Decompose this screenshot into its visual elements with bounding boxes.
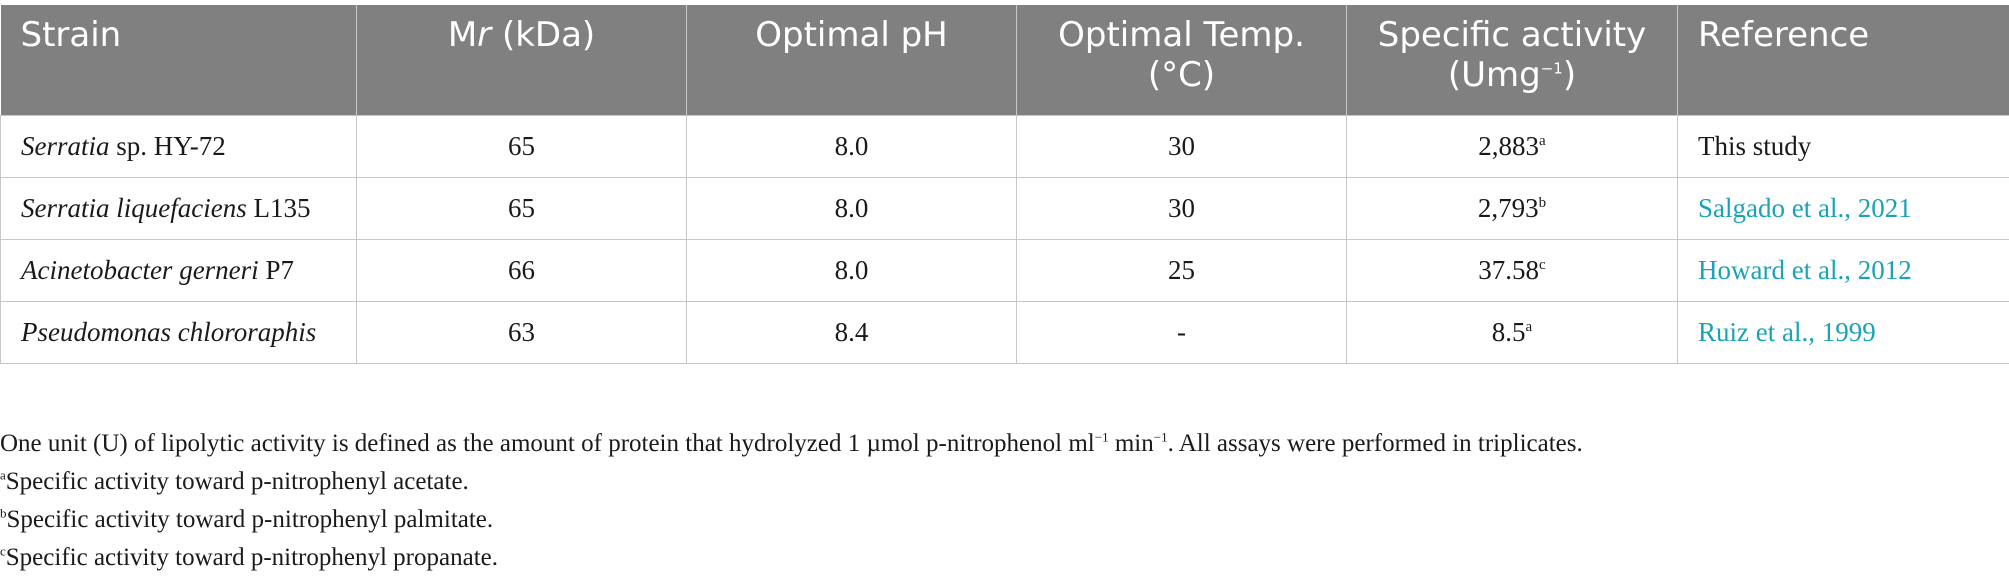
header-activity-line1: Specific activity (1378, 15, 1646, 55)
activity-footnote-mark: b (1539, 195, 1547, 211)
header-temp-line1: Optimal Temp. (1058, 15, 1305, 55)
cell-reference: This study (1678, 115, 2009, 177)
cell-molecular-mass: 66 (357, 239, 687, 301)
table-header-row: Strain Mr (kDa) Optimal pH Optimal Temp.… (1, 5, 2009, 115)
activity-value: 8.5 (1492, 317, 1526, 347)
cell-strain: Serratia sp. HY-72 (1, 115, 357, 177)
cell-optimal-temp: 30 (1017, 177, 1347, 239)
activity-value: 2,793 (1478, 193, 1539, 223)
cell-optimal-ph: 8.4 (687, 301, 1017, 363)
cell-optimal-temp: - (1017, 301, 1347, 363)
reference-link[interactable]: Ruiz et al., 1999 (1698, 317, 1876, 347)
strain-name-italic: Pseudomonas chlororaphis (21, 317, 316, 347)
cell-reference: Salgado et al., 2021 (1678, 177, 2009, 239)
cell-optimal-temp: 25 (1017, 239, 1347, 301)
header-activity-exponent: −1 (1541, 60, 1563, 78)
footnote-b: bSpecific activity toward p-nitrophenyl … (0, 501, 2009, 539)
footnote-c: cSpecific activity toward p-nitrophenyl … (0, 539, 2009, 577)
header-mr-italic: r (477, 15, 491, 55)
header-specific-activity: Specific activity(Umg−1) (1347, 5, 1678, 115)
strain-name-italic: Serratia liquefaciens (21, 193, 247, 223)
unit-definition-note: One unit (U) of lipolytic activity is de… (0, 425, 2009, 463)
header-activity-line2: (Umg (1448, 55, 1541, 95)
header-optimal-ph: Optimal pH (687, 5, 1017, 115)
header-activity-close: ) (1563, 55, 1576, 95)
activity-footnote-mark: a (1539, 133, 1546, 149)
reference-link[interactable]: Howard et al., 2012 (1698, 255, 1912, 285)
table-footnotes: One unit (U) of lipolytic activity is de… (0, 425, 2009, 577)
activity-footnote-mark: a (1526, 319, 1533, 335)
cell-strain: Serratia liquefaciens L135 (1, 177, 357, 239)
unit-note-exponent1: −1 (1095, 430, 1109, 445)
cell-optimal-temp: 30 (1017, 115, 1347, 177)
cell-molecular-mass: 65 (357, 115, 687, 177)
strain-name-rest: P7 (259, 255, 294, 285)
activity-value: 2,883 (1478, 131, 1539, 161)
cell-optimal-ph: 8.0 (687, 115, 1017, 177)
activity-value: 37.58 (1478, 255, 1539, 285)
cell-strain: Pseudomonas chlororaphis (1, 301, 357, 363)
strain-name-italic: Acinetobacter gerneri (21, 255, 259, 285)
cell-molecular-mass: 63 (357, 301, 687, 363)
reference-text: This study (1698, 131, 1811, 161)
unit-note-part2: min (1109, 430, 1154, 457)
cell-molecular-mass: 65 (357, 177, 687, 239)
activity-footnote-mark: c (1539, 257, 1546, 273)
cell-reference: Ruiz et al., 1999 (1678, 301, 2009, 363)
cell-specific-activity: 2,793b (1347, 177, 1678, 239)
header-mr-prefix: M (448, 15, 477, 55)
header-mr-suffix: (kDa) (491, 15, 595, 55)
cell-specific-activity: 2,883a (1347, 115, 1678, 177)
cell-reference: Howard et al., 2012 (1678, 239, 2009, 301)
reference-link[interactable]: Salgado et al., 2021 (1698, 193, 1912, 223)
cell-optimal-ph: 8.0 (687, 239, 1017, 301)
cell-optimal-ph: 8.0 (687, 177, 1017, 239)
strain-name-rest: L135 (247, 193, 311, 223)
footnote-text: Specific activity toward p-nitrophenyl a… (6, 468, 469, 495)
header-optimal-temp: Optimal Temp.(°C) (1017, 5, 1347, 115)
unit-note-part1: One unit (U) of lipolytic activity is de… (0, 430, 1095, 457)
strain-name-italic: Serratia (21, 131, 110, 161)
unit-note-part3: . All assays were performed in triplicat… (1168, 430, 1583, 457)
unit-note-exponent2: −1 (1154, 430, 1168, 445)
footnote-a: aSpecific activity toward p-nitrophenyl … (0, 463, 2009, 501)
lipase-comparison-table: Strain Mr (kDa) Optimal pH Optimal Temp.… (0, 5, 2009, 364)
header-reference: Reference (1678, 5, 2009, 115)
cell-specific-activity: 37.58c (1347, 239, 1678, 301)
strain-name-rest: sp. HY-72 (110, 131, 226, 161)
header-strain: Strain (1, 5, 357, 115)
header-temp-line2: (°C) (1148, 55, 1215, 95)
cell-strain: Acinetobacter gerneri P7 (1, 239, 357, 301)
cell-specific-activity: 8.5a (1347, 301, 1678, 363)
footnote-text: Specific activity toward p-nitrophenyl p… (6, 544, 498, 571)
footnote-text: Specific activity toward p-nitrophenyl p… (7, 506, 494, 533)
header-molecular-mass: Mr (kDa) (357, 5, 687, 115)
